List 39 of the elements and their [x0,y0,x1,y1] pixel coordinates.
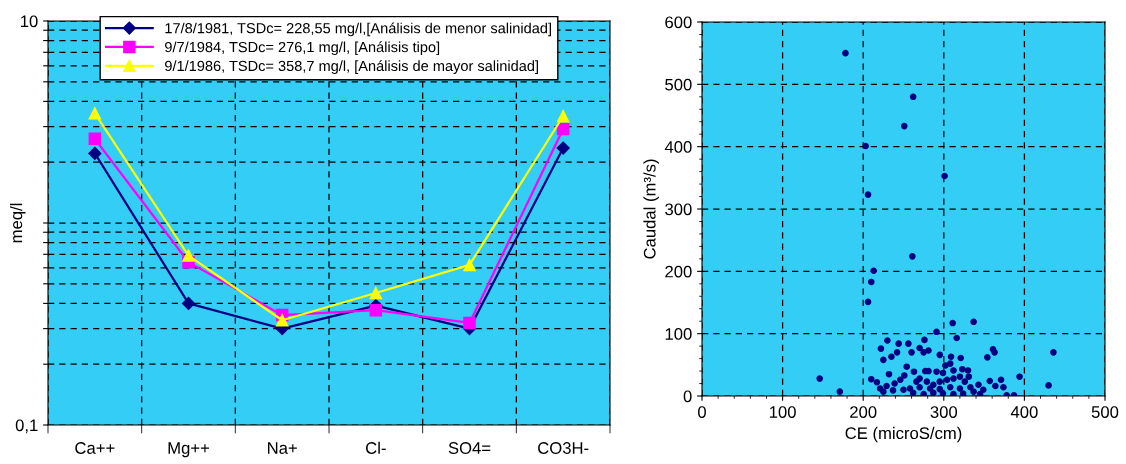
point [182,249,195,262]
x-tick-label: 400 [1010,406,1038,418]
x-tick-label: 500 [1091,406,1119,418]
x-tick-label: SO4= [448,442,491,454]
point [369,303,383,317]
point [463,258,476,272]
y-tick-label: 300 [665,203,692,216]
point [275,314,289,327]
x-tick-label: 300 [930,406,958,418]
y-tick-label: 0 [683,390,692,403]
point [556,141,570,155]
x-tick-label: CO3H- [538,442,589,454]
y-tick-label: 0,1 [15,419,38,434]
legend-label: 9/1/1986, TSDc= 358,7 mg/l, [Análisis de mayor salinidad] [165,60,538,74]
x-tick-label: 100 [769,406,796,418]
x-tick-label: Cl- [366,441,386,454]
x-axis-title: CE (microS/cm) [845,426,962,443]
y-axis-title: Caudal (m³/s) [643,159,659,259]
x-tick-label: 200 [850,406,877,418]
legend-label: 17/8/1981, TSDc= 228,55 mg/l,[Análisis de menor salinidad] [165,22,551,37]
point [463,316,476,330]
y-tick-label: 600 [665,16,692,29]
point [88,146,102,161]
y-tick-label: 500 [665,78,692,91]
y-tick-label: 200 [665,265,692,278]
y-tick-label: 100 [665,328,692,340]
point [369,286,383,300]
y-tick-label: 400 [664,141,692,153]
point [181,296,196,310]
x-tick-label: Na+ [268,442,297,454]
point [88,107,102,120]
point [556,109,570,123]
x-tick-label: 0 [698,406,706,418]
point [88,132,102,146]
legend-label: 9/7/1984, TSDc= 276,1 mg/l, [Análisis tipo] [165,41,440,56]
y-axis-title: meq/l [9,203,26,243]
x-tick-label: Ca++ [75,442,115,454]
y-tick-label: 10 [21,15,38,28]
x-tick-label: Mg++ [168,442,209,458]
